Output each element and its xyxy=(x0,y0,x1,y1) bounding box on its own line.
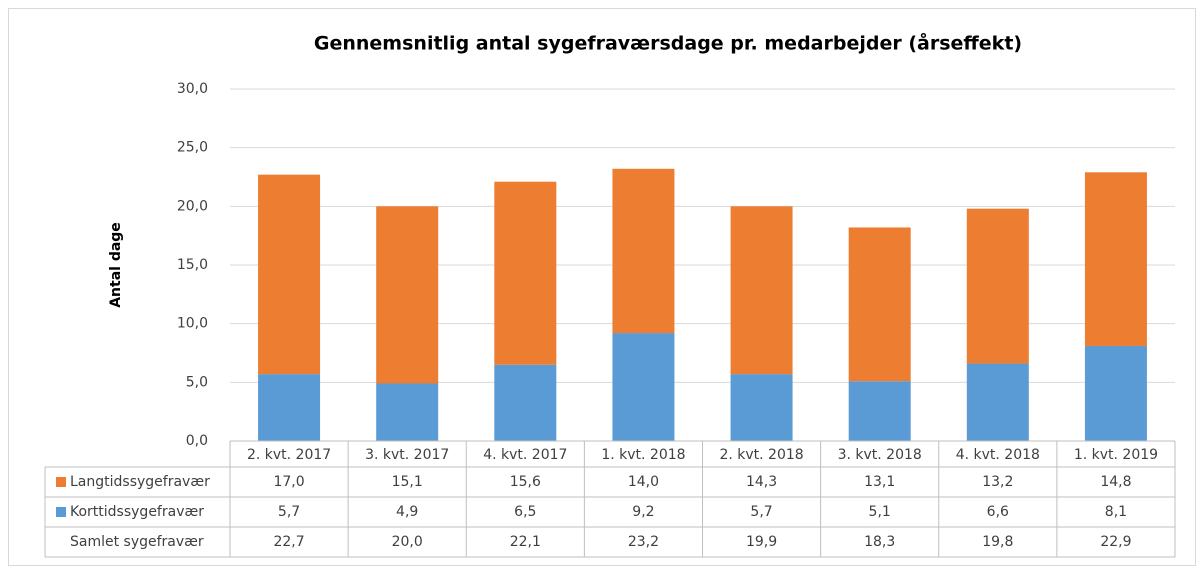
x-tick-label: 3. kvt. 2018 xyxy=(838,447,922,463)
legend-label: Langtidssygefravær xyxy=(70,474,210,490)
table-value: 23,2 xyxy=(628,534,659,550)
bar-segment xyxy=(1084,172,1147,346)
y-tick-label: 20,0 xyxy=(177,198,208,214)
bar-segment xyxy=(376,206,439,384)
x-tick-label: 3. kvt. 2017 xyxy=(365,447,449,463)
table-value: 5,7 xyxy=(750,504,772,520)
y-tick-label: 25,0 xyxy=(177,140,208,156)
bar-segment xyxy=(494,364,557,441)
y-tick-label: 30,0 xyxy=(177,81,208,97)
bar-segment xyxy=(966,208,1029,364)
legend-swatch xyxy=(56,507,66,517)
table-value: 22,1 xyxy=(510,534,541,550)
table-value: 9,2 xyxy=(632,504,654,520)
bar-segment xyxy=(612,168,675,334)
table-value: 19,8 xyxy=(982,534,1013,550)
table-value: 17,0 xyxy=(273,474,304,490)
y-tick-label: 0,0 xyxy=(186,433,208,449)
table-value: 19,9 xyxy=(746,534,777,550)
bar-segment xyxy=(848,381,911,441)
chart-title: Gennemsnitlig antal sygefraværsdage pr. … xyxy=(314,31,1022,55)
table-value: 22,9 xyxy=(1100,534,1131,550)
x-tick-label: 1. kvt. 2019 xyxy=(1074,447,1158,463)
table-value: 8,1 xyxy=(1105,504,1127,520)
bar-segment xyxy=(612,333,675,441)
x-tick-label: 4. kvt. 2017 xyxy=(483,447,567,463)
bar-segment xyxy=(1084,345,1147,441)
table-value: 14,8 xyxy=(1100,474,1131,490)
y-tick-label: 5,0 xyxy=(186,374,208,390)
table-value: 13,1 xyxy=(864,474,895,490)
table-value: 20,0 xyxy=(392,534,423,550)
table-value: 13,2 xyxy=(982,474,1013,490)
bar-segment xyxy=(848,227,911,382)
table-value: 18,3 xyxy=(864,534,895,550)
table-value: 6,6 xyxy=(987,504,1009,520)
bar-segment xyxy=(376,383,439,441)
table-value: 15,1 xyxy=(392,474,423,490)
bar-segment xyxy=(730,374,793,441)
table-value: 14,3 xyxy=(746,474,777,490)
legend-label: Korttidssygefravær xyxy=(70,504,204,520)
table-value: 14,0 xyxy=(628,474,659,490)
y-axis-label: Antal dage xyxy=(108,222,124,308)
bar-segment xyxy=(258,374,321,441)
bar-segment xyxy=(258,174,321,375)
table-value: 4,9 xyxy=(396,504,418,520)
table-value: 6,5 xyxy=(514,504,536,520)
bar-segment xyxy=(966,363,1029,441)
y-tick-label: 10,0 xyxy=(177,316,208,332)
table-value: 15,6 xyxy=(510,474,541,490)
table-value: 5,7 xyxy=(278,504,300,520)
legend-swatch xyxy=(56,477,66,487)
y-tick-label: 15,0 xyxy=(177,257,208,273)
bar-segment xyxy=(494,181,557,365)
table-value: 22,7 xyxy=(273,534,304,550)
bar-segment xyxy=(730,206,793,375)
table-row-label: Samlet sygefravær xyxy=(70,534,204,550)
x-tick-label: 4. kvt. 2018 xyxy=(956,447,1040,463)
x-tick-label: 2. kvt. 2018 xyxy=(719,447,803,463)
x-tick-label: 2. kvt. 2017 xyxy=(247,447,331,463)
table-value: 5,1 xyxy=(869,504,891,520)
x-tick-label: 1. kvt. 2018 xyxy=(601,447,685,463)
